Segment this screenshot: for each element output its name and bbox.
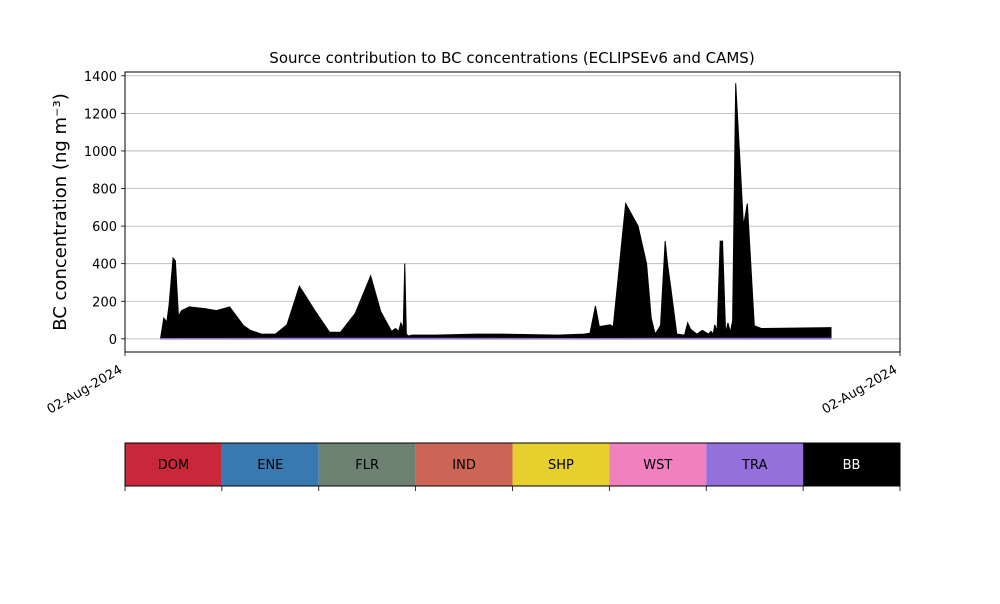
- series-area-tra: [160, 337, 832, 340]
- grid-lines: [125, 75, 900, 340]
- legend-label: BB: [843, 458, 861, 473]
- legend-label: SHP: [548, 458, 574, 473]
- legend-label: FLR: [355, 458, 379, 473]
- legend-label: IND: [452, 458, 476, 473]
- legend-swatch: [318, 443, 416, 486]
- x-tick-label: 02-Aug-2024: [820, 362, 900, 417]
- legend-swatch: [706, 443, 804, 486]
- legend-swatch: [415, 443, 513, 486]
- y-ticks: 0 200 400 600 800 1000 1200 1400: [84, 70, 125, 348]
- legend-item-tra: TRA: [706, 443, 804, 486]
- legend-item-flr: FLR: [318, 443, 416, 486]
- chart-title: Source contribution to BC concentrations…: [269, 49, 754, 67]
- legend-swatch: [125, 443, 222, 486]
- y-tick-label: 0: [109, 333, 117, 348]
- y-tick-label: 1400: [84, 70, 117, 85]
- x-ticks: 02-Aug-2024 02-Aug-2024: [45, 352, 901, 418]
- legend-label: WST: [643, 458, 672, 473]
- legend-item-shp: SHP: [512, 443, 610, 486]
- legend-swatch: [512, 443, 610, 486]
- legend-item-wst: WST: [609, 443, 707, 486]
- x-tick-label: 02-Aug-2024: [45, 362, 125, 417]
- legend-item-dom: DOM: [125, 443, 222, 486]
- legend-swatch: [803, 443, 900, 486]
- axes: [124, 71, 901, 353]
- y-axis-label: BC concentration (ng m⁻³): [50, 93, 71, 331]
- legend: DOM ENE FLR IND SHP WST TRA BB: [124, 442, 901, 491]
- legend-label: ENE: [257, 458, 283, 473]
- legend-swatch: [221, 443, 319, 486]
- legend-item-bb: BB: [803, 443, 900, 486]
- legend-item-ind: IND: [415, 443, 513, 486]
- series-area-bb: [160, 83, 832, 340]
- plot-frame: [124, 71, 901, 353]
- y-tick-label: 800: [92, 183, 117, 198]
- y-tick-label: 1000: [84, 145, 117, 160]
- legend-item-ene: ENE: [221, 443, 319, 486]
- legend-swatch: [609, 443, 707, 486]
- y-tick-label: 1200: [84, 107, 117, 122]
- series-layer: [160, 83, 832, 340]
- legend-label: TRA: [741, 458, 767, 473]
- legend-label: DOM: [158, 458, 189, 473]
- y-tick-label: 400: [92, 258, 117, 273]
- y-tick-label: 600: [92, 220, 117, 235]
- y-tick-label: 200: [92, 295, 117, 310]
